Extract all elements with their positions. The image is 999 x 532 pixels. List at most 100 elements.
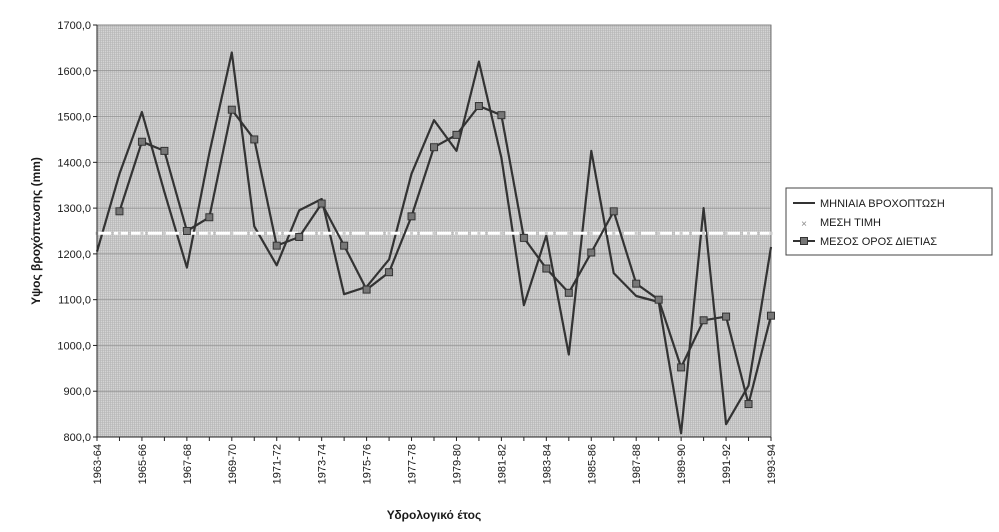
biennial-point — [699, 316, 708, 325]
biennial-point — [632, 279, 641, 288]
series-line-biennial — [118, 104, 773, 406]
x-tick-label: 1965-66 — [137, 444, 149, 484]
mean-point — [499, 231, 503, 235]
biennial-point — [385, 268, 394, 277]
legend-label-monthly: ΜΗΝΙΑΙΑ ΒΡΟΧΟΠΤΩΣΗ — [820, 198, 945, 210]
x-tick-label: 1983-84 — [541, 444, 553, 484]
biennial-point — [654, 295, 663, 304]
legend-swatch-biennial-marker — [800, 237, 808, 245]
biennial-point — [205, 213, 214, 222]
biennial-point — [587, 248, 596, 257]
legend-item-monthly: ΜΗΝΙΑΙΑ ΒΡΟΧΟΠΤΩΣΗ — [793, 198, 945, 210]
mean-point — [454, 231, 458, 235]
x-axis-ticks: 1963-64 1965-66 1967-68 1969-70 1971-72 1973-… — [92, 437, 778, 484]
mean-point — [634, 231, 638, 235]
biennial-point — [677, 363, 686, 372]
mean-point — [567, 231, 571, 235]
x-tick-label: 1977-78 — [407, 444, 419, 484]
y-tick-label: 1500,0 — [57, 112, 91, 124]
mean-point — [612, 231, 616, 235]
y-tick-label: 1200,0 — [57, 249, 91, 261]
mean-point — [747, 231, 751, 235]
x-tick-label: 1971-72 — [272, 444, 284, 484]
y-tick-label: 1300,0 — [57, 203, 91, 215]
biennial-point — [182, 227, 191, 235]
mean-point — [657, 231, 661, 235]
biennial-point — [452, 130, 461, 139]
biennial-point — [767, 311, 775, 320]
y-tick-label: 1700,0 — [57, 20, 91, 32]
biennial-point — [744, 400, 753, 409]
mean-point — [252, 231, 256, 235]
x-tick-label: 1993-94 — [766, 444, 778, 484]
biennial-point — [542, 264, 551, 273]
y-axis-ticks: 800,0 900,0 1000,0 1100,0 1200,0 1300,0 1400,0… — [57, 20, 97, 444]
mean-point — [275, 231, 279, 235]
legend: ΜΗΝΙΑΙΑ ΒΡΟΧΟΠΤΩΣΗ × ΜΕΣΗ ΤΙΜΗ ΜΕΣΟΣ ΟΡΟ… — [785, 187, 993, 256]
mean-point — [342, 231, 346, 235]
mean-point — [140, 231, 144, 235]
biennial-point — [497, 111, 506, 120]
x-tick-label: 1975-76 — [362, 444, 374, 484]
biennial-point — [340, 241, 349, 250]
mean-point — [702, 231, 706, 235]
biennial-point — [407, 212, 416, 221]
x-tick-label: 1981-82 — [496, 444, 508, 484]
mean-point — [679, 231, 683, 235]
biennial-point — [115, 207, 124, 216]
mean-point — [365, 231, 369, 235]
biennial-point — [430, 143, 438, 152]
mean-point — [387, 231, 391, 235]
x-tick-label: 1989-90 — [676, 444, 688, 484]
x-tick-label: 1967-68 — [182, 444, 194, 484]
y-axis-label: Υψος βροχόπτωσης (mm) — [29, 157, 43, 305]
biennial-point — [272, 241, 281, 250]
mean-point — [589, 231, 593, 235]
x-tick-label: 1973-74 — [317, 444, 329, 484]
mean-point — [544, 231, 548, 235]
y-tick-label: 1100,0 — [58, 295, 91, 307]
mean-point — [724, 231, 728, 235]
biennial-point — [295, 232, 304, 241]
biennial-point — [474, 102, 483, 111]
y-tick-label: 1600,0 — [57, 66, 91, 78]
plot-area — [96, 24, 772, 438]
biennial-point — [362, 285, 371, 294]
mean-point — [162, 231, 166, 235]
x-tick-label: 1985-86 — [586, 444, 598, 484]
legend-item-biennial: ΜΕΣΟΣ ΟΡΟΣ ΔΙΕΤΙΑΣ — [793, 236, 937, 248]
mean-point — [230, 231, 234, 235]
mean-point — [320, 231, 324, 235]
y-tick-label: 900,0 — [63, 386, 91, 398]
x-tick-label: 1979-80 — [451, 444, 463, 484]
biennial-point — [137, 137, 146, 146]
mean-point — [117, 231, 121, 235]
y-tick-label: 1400,0 — [57, 157, 91, 169]
biennial-point — [722, 312, 731, 321]
mean-point — [769, 231, 773, 235]
y-tick-label: 1000,0 — [57, 340, 91, 352]
biennial-point — [564, 288, 573, 297]
mean-point — [410, 231, 414, 235]
x-tick-label: 1991-92 — [721, 444, 733, 484]
x-axis-label: Υδρολογικό έτος — [387, 508, 481, 522]
biennial-point — [609, 207, 618, 216]
gridlines — [97, 24, 771, 438]
biennial-point — [317, 199, 326, 208]
x-tick-label: 1963-64 — [92, 444, 104, 484]
series-layer — [95, 51, 775, 435]
y-tick-label: 800,0 — [63, 432, 91, 444]
mean-point — [432, 231, 436, 235]
x-tick-label: 1987-88 — [631, 444, 643, 484]
biennial-point — [250, 135, 259, 144]
mean-point — [477, 231, 481, 235]
biennial-point — [519, 233, 528, 242]
biennial-point — [160, 146, 169, 155]
legend-item-mean: × ΜΕΣΗ ΤΙΜΗ — [801, 217, 881, 230]
legend-swatch-mean: × — [801, 219, 807, 230]
legend-label-mean: ΜΕΣΗ ΤΙΜΗ — [820, 217, 881, 229]
x-tick-label: 1969-70 — [227, 444, 239, 484]
legend-label-biennial: ΜΕΣΟΣ ΟΡΟΣ ΔΙΕΤΙΑΣ — [820, 236, 937, 248]
mean-point — [207, 231, 211, 235]
